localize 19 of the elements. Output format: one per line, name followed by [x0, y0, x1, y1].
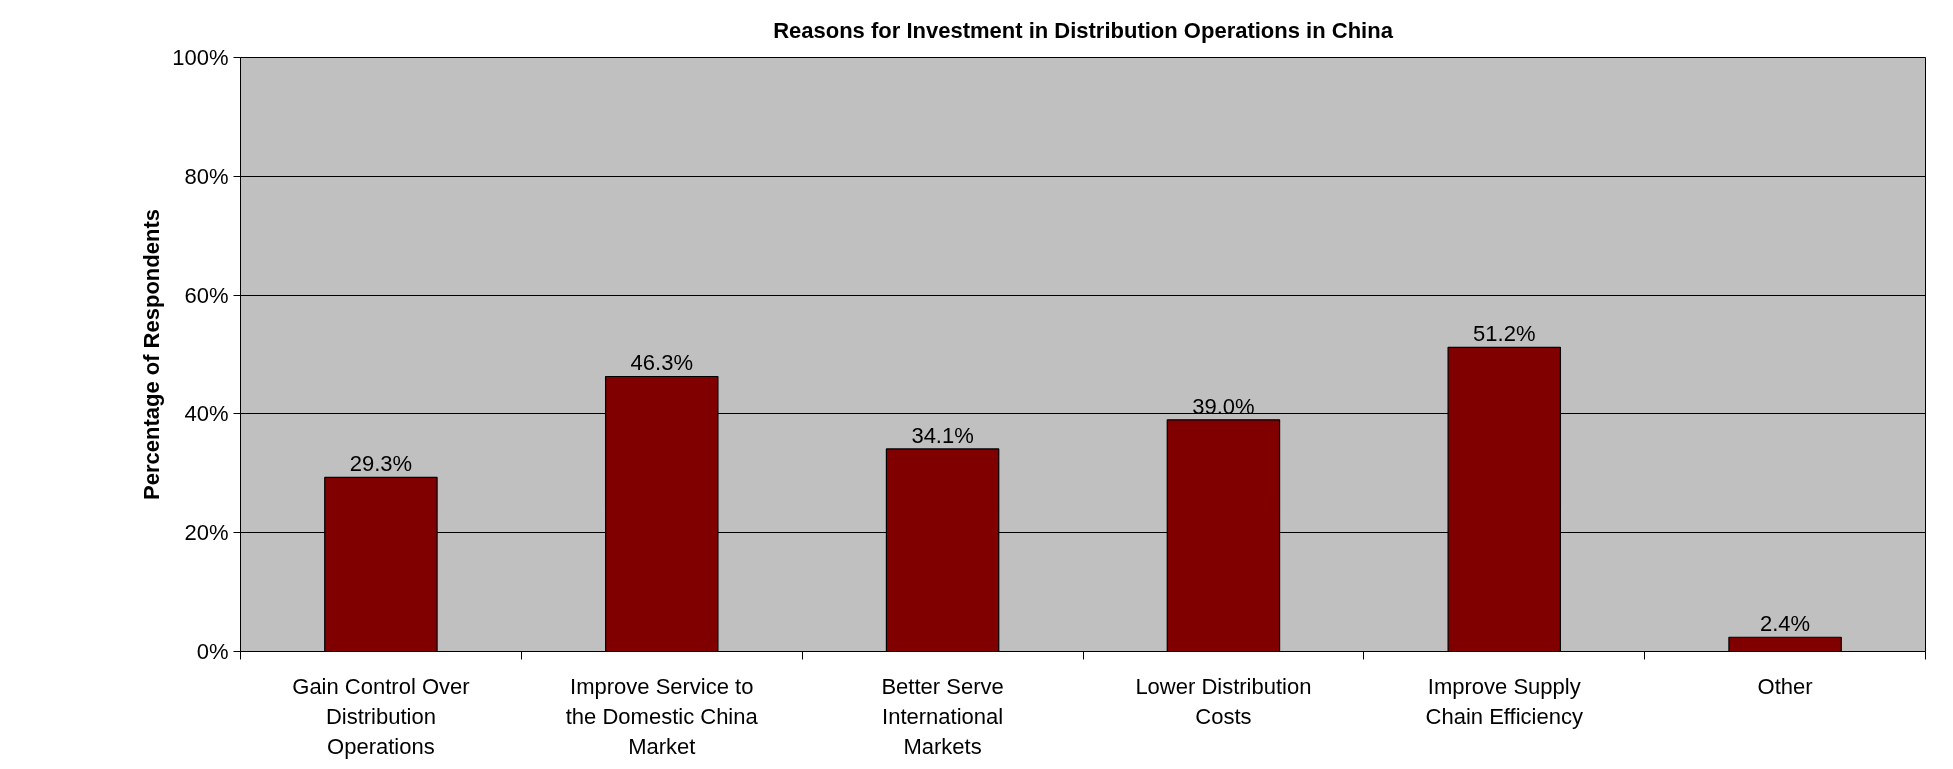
- data-label: 34.1%: [911, 422, 974, 448]
- data-label: 51.2%: [1473, 321, 1536, 347]
- data-label: 2.4%: [1760, 611, 1811, 637]
- x-tick-label: Better Serve International Markets: [881, 673, 1004, 759]
- data-label: 46.3%: [630, 350, 693, 376]
- x-tick-label: Improve Supply Chain Efficiency: [1425, 673, 1583, 729]
- data-label: 29.3%: [349, 451, 413, 477]
- x-tick-label: Gain Control Over Distribution Operations: [292, 673, 470, 759]
- y-tick-label: 100%: [172, 45, 229, 70]
- x-tick-label: Improve Service to the Domestic China Market: [565, 673, 759, 759]
- y-tick-label: 80%: [184, 163, 229, 189]
- y-tick-label: 60%: [184, 282, 229, 308]
- y-tick-label: 40%: [184, 401, 229, 427]
- x-tick-label: Other: [1757, 673, 1813, 699]
- y-axis-title: Percentage of Respondents: [139, 209, 165, 500]
- y-tick-label: 0%: [196, 639, 229, 664]
- y-tick-label: 20%: [184, 520, 229, 546]
- chart-title: Reasons for Investment in Distribution Operations in China: [773, 17, 1394, 43]
- x-tick-label: Lower Distribution Costs: [1135, 673, 1312, 729]
